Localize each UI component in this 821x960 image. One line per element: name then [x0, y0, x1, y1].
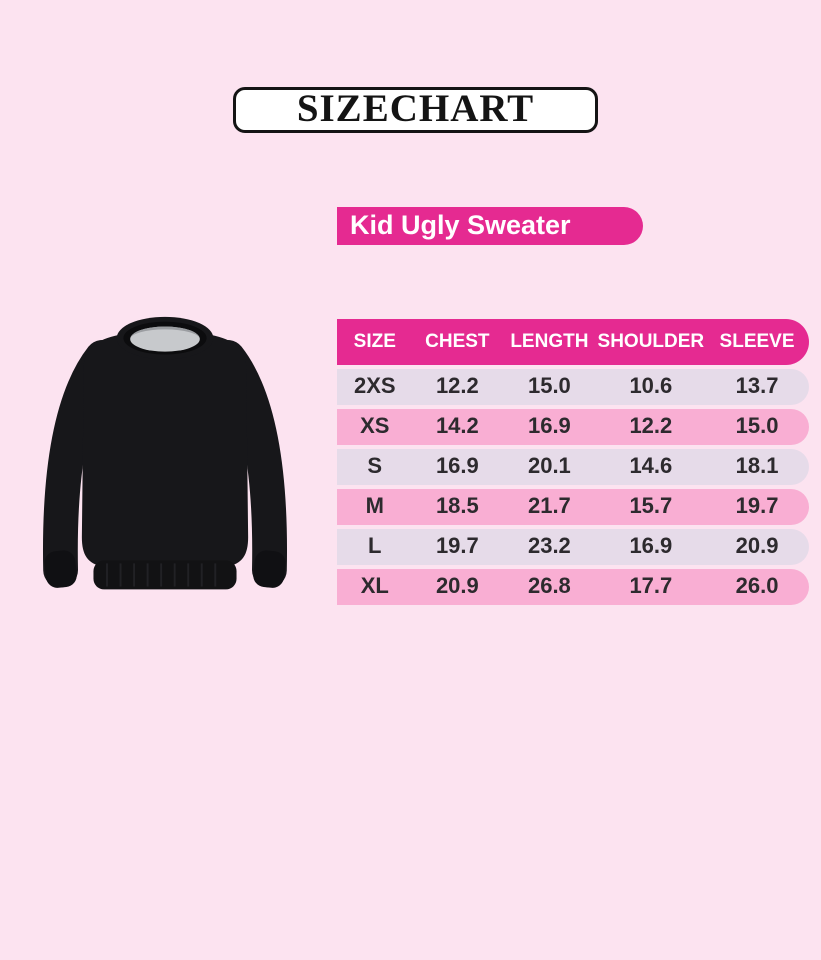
shoulder-cell: 10.6: [629, 373, 673, 398]
sleeve-cell: 20.9: [735, 533, 779, 558]
chest-cell: 14.2: [435, 413, 479, 438]
chest-cell: 18.5: [435, 493, 479, 518]
shoulder-cell: 16.9: [629, 533, 673, 558]
size-cell: M: [365, 493, 384, 518]
shoulder-cell: 17.7: [629, 573, 673, 598]
table-row-2xs: 2XS 12.2 15.0 10.6 13.7: [337, 369, 809, 405]
length-cell: 26.8: [527, 573, 571, 598]
chest-cell: 12.2: [435, 373, 479, 398]
size-cell: XL: [360, 573, 389, 598]
table-row-xl: XL 20.9 26.8 17.7 26.0: [337, 569, 809, 605]
sleeve-cell: 15.0: [735, 413, 779, 438]
sleeve-cell: 18.1: [735, 453, 779, 478]
sweater-graphic: [42, 316, 288, 590]
col-header-chest: CHEST: [425, 330, 490, 352]
table-row-m: M 18.5 21.7 15.7 19.7: [337, 489, 809, 525]
size-cell: L: [368, 533, 382, 558]
shoulder-cell: 14.6: [629, 453, 673, 478]
sleeve-cell: 13.7: [735, 373, 779, 398]
page-title: SIZECHART: [296, 87, 535, 130]
table-header-row: SIZE CHEST LENGTH SHOULDER SLEEVE: [337, 319, 809, 365]
shoulder-cell: 15.7: [629, 493, 673, 518]
sweater-image: [20, 296, 310, 618]
sweater-collar-inner: [130, 326, 200, 352]
chest-cell: 16.9: [435, 453, 479, 478]
size-cell: S: [367, 453, 383, 478]
length-cell: 20.1: [527, 453, 571, 478]
product-name-banner: Kid Ugly Sweater: [337, 207, 643, 245]
sweater-hem-ribs: [106, 563, 217, 587]
col-header-size: SIZE: [353, 330, 396, 352]
sleeve-cell: 19.7: [735, 493, 779, 518]
shoulder-cell: 12.2: [629, 413, 673, 438]
col-header-length: LENGTH: [510, 330, 589, 352]
col-header-shoulder: SHOULDER: [597, 330, 705, 352]
chest-cell: 20.9: [435, 573, 479, 598]
sweater-collar-shadow: [130, 326, 200, 340]
sweater-left-cuff: [44, 550, 77, 588]
sweater-body: [81, 334, 249, 567]
size-cell: 2XS: [353, 373, 396, 398]
length-cell: 15.0: [527, 373, 571, 398]
product-name: Kid Ugly Sweater: [350, 209, 571, 240]
table-row-xs: XS 14.2 16.9 12.2 15.0: [337, 409, 809, 445]
sleeve-cell: 26.0: [735, 573, 779, 598]
length-cell: 16.9: [527, 413, 571, 438]
table-row-s: S 16.9 20.1 14.6 18.1: [337, 449, 809, 485]
chest-cell: 19.7: [435, 533, 479, 558]
sizechart-title-box: SIZECHART: [233, 87, 598, 133]
length-cell: 21.7: [527, 493, 571, 518]
length-cell: 23.2: [527, 533, 571, 558]
size-cell: XS: [360, 413, 390, 438]
col-header-sleeve: SLEEVE: [719, 330, 795, 352]
size-table: SIZE CHEST LENGTH SHOULDER SLEEVE 2XS 12…: [337, 319, 809, 605]
table-row-l: L 19.7 23.2 16.9 20.9: [337, 529, 809, 565]
sweater-right-cuff: [253, 550, 286, 588]
